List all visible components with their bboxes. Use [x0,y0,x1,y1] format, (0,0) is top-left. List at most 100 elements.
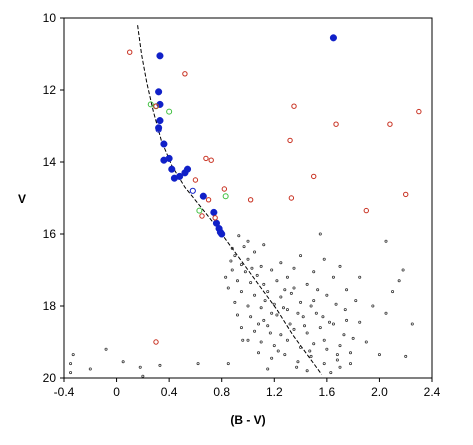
field-star-point [289,291,293,295]
field-star-point [255,273,259,277]
field-star-point [242,245,246,249]
field-star-point [270,356,274,360]
member-star-filled-blue [155,124,163,132]
field-star-point [342,333,346,337]
star-open-red [205,197,212,203]
star-open-red [199,213,205,219]
star-open-green [147,101,154,108]
field-star-point [262,282,266,286]
field-star-point [239,290,243,294]
field-star-point [312,299,316,303]
field-star-point [243,270,247,274]
field-star-point [305,282,309,286]
x-tick-label: 0 [113,385,120,399]
field-star-point [246,239,250,243]
field-star-point [230,268,234,272]
field-star-point [397,279,401,283]
member-stars-layer [127,34,422,345]
field-star-point [325,347,329,351]
y-tick-label: 16 [43,227,57,241]
field-star-point [266,324,270,328]
field-star-point [349,351,353,355]
star-open-red [127,49,133,55]
field-star-point [241,338,245,342]
field-star-point [257,322,261,326]
field-star-point [285,308,289,312]
axis-ticks-layer: -0.4 0 0.4 0.8 1.2 1.6 2.0 2.4 10 12 14 16 18 20 [43,11,441,399]
field-star-point [314,311,318,315]
field-star-point [358,320,362,324]
field-star-point [338,264,342,268]
y-tick-label: 20 [43,371,57,385]
field-star-point [327,320,331,324]
field-star-point [69,371,73,375]
field-star-point [121,360,125,364]
field-star-point [257,351,261,355]
star-open-red [287,137,293,144]
star-open-red [153,103,159,109]
field-star-point [249,281,253,285]
field-star-point [276,349,280,353]
field-star-point [233,254,237,258]
field-star-point [325,293,329,297]
field-star-point [335,358,339,362]
field-star-point [275,313,279,317]
field-star-point [329,371,333,375]
field-star-point [270,311,274,315]
field-star-point [358,275,362,279]
field-star-point [253,293,257,297]
field-star-point [335,353,339,357]
field-star-point [259,264,263,268]
field-star-point [312,342,316,346]
field-star-point [158,363,162,367]
field-star-point [299,300,303,304]
field-star-point [226,362,230,366]
x-tick-label: 2.4 [424,385,441,399]
field-star-point [338,344,342,348]
y-tick-label: 12 [43,83,57,97]
field-star-point [263,299,267,303]
field-star-point [305,331,309,335]
field-stars-layer [69,232,414,378]
field-star-point [239,326,243,330]
field-star-point [345,288,349,292]
x-tick-label: 1.2 [266,385,283,399]
field-star-point [288,322,292,326]
field-star-point [354,299,358,303]
y-tick-label: 14 [43,155,57,169]
field-star-point [301,315,305,319]
field-star-point [262,318,266,322]
field-star-point [246,257,250,261]
plot-frame [63,17,433,379]
field-star-point [321,315,325,319]
field-star-point [371,304,375,308]
member-star-filled-blue [176,172,184,180]
field-star-point [377,353,381,357]
field-star-point [270,268,274,272]
field-star-point [259,306,263,310]
field-star-point [69,362,73,366]
field-star-point [316,288,320,292]
star-open-red [153,339,159,345]
star-open-red [333,121,339,127]
y-tick-label: 10 [43,11,57,25]
y-tick-label: 18 [43,299,57,313]
field-star-point [104,347,108,351]
field-star-point [250,266,254,270]
field-star-point [299,254,303,258]
field-star-point [296,360,300,364]
isochrone-layer [137,25,323,375]
field-star-point [334,302,338,306]
field-star-point [279,261,283,265]
field-star-point [384,311,388,315]
field-star-point [299,345,303,349]
member-star-filled-blue [155,88,163,96]
star-open-red [403,191,409,198]
field-star-point [292,286,296,290]
star-open-red [203,155,209,162]
star-open-green [196,207,203,214]
field-star-point [309,354,313,358]
field-star-point [281,306,285,310]
field-star-point [296,311,300,315]
